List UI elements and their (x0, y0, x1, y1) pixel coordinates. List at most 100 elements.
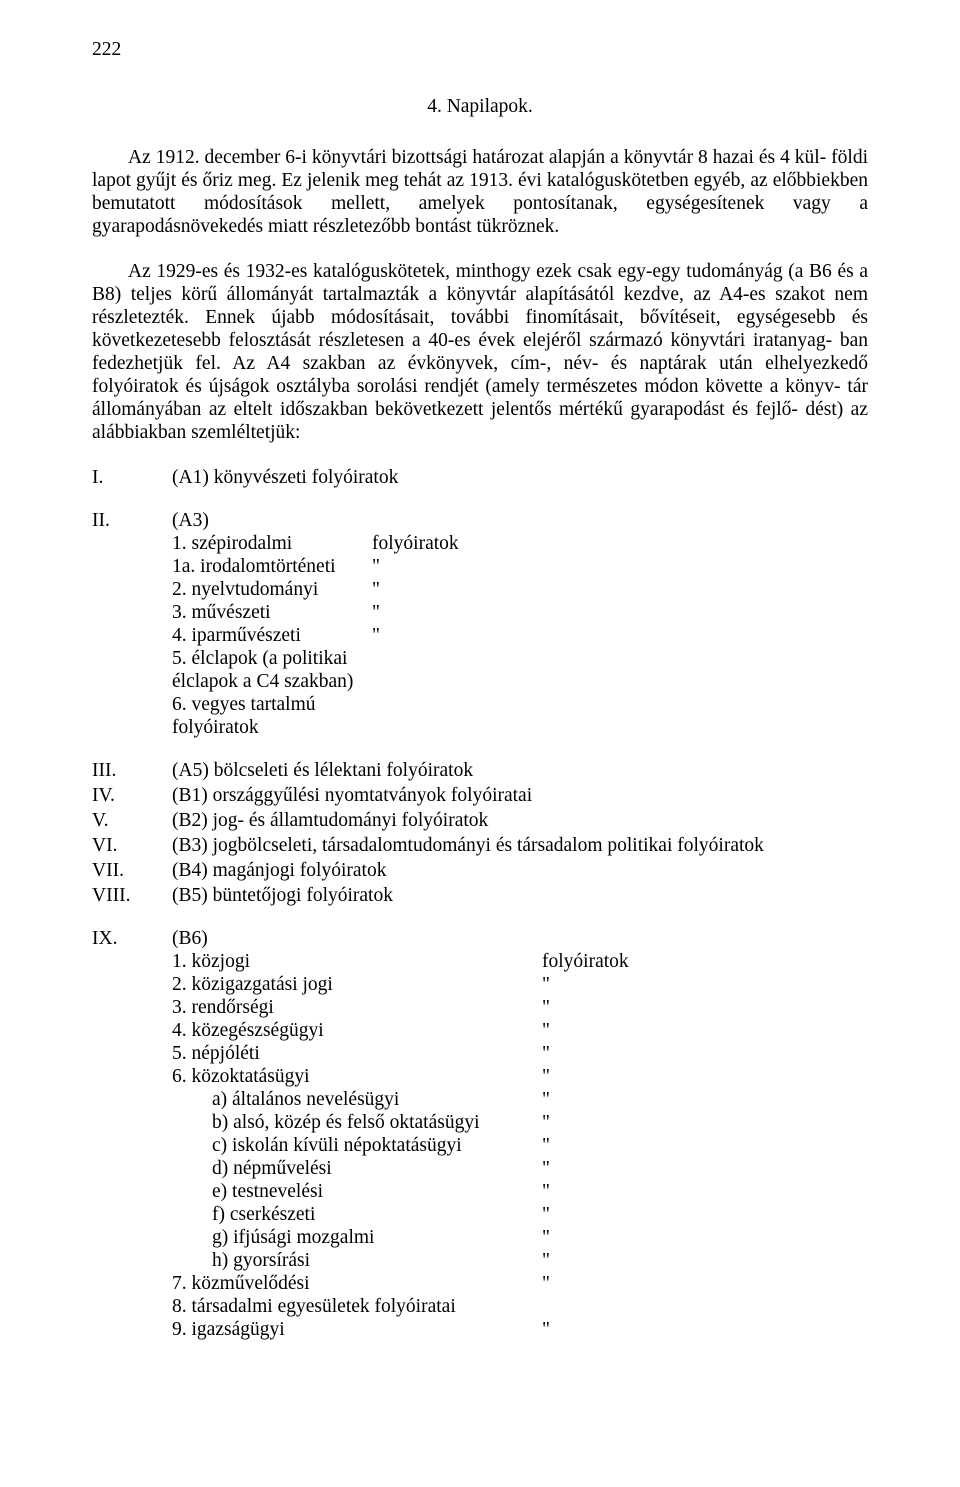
outline-row: III. (A5) bölcseleti és lélektani folyói… (92, 759, 868, 782)
list-item: c) iskolán kívüli népoktatásügyi" (172, 1134, 868, 1157)
list-item-label: d) népművelési (212, 1157, 542, 1180)
ditto-mark: " (542, 1203, 550, 1226)
list-item: b) alsó, közép és felső oktatásügyi" (172, 1111, 868, 1134)
ditto-mark: " (542, 1088, 550, 1111)
roman-numeral: II. (92, 509, 172, 739)
list-item: 5. népjóléti" (172, 1042, 868, 1065)
ditto-mark: " (542, 1318, 550, 1341)
roman-numeral: IX. (92, 927, 172, 1341)
outline-row: VII. (B4) magánjogi folyóiratok (92, 859, 868, 882)
roman-numeral: VI. (92, 834, 172, 857)
list-item-label: 1. közjogi (172, 950, 542, 973)
ditto-mark: " (542, 1272, 550, 1295)
list-item: 8. társadalmi egyesületek folyóiratai (172, 1295, 868, 1318)
list-item-label: 3. művészeti (172, 601, 372, 624)
list-item-label: 4. iparművészeti (172, 624, 372, 647)
ditto-mark: " (542, 996, 550, 1019)
list-item: f) cserkészeti" (172, 1203, 868, 1226)
list-item: 3. rendőrségi" (172, 996, 868, 1019)
outline-text: (B4) magánjogi folyóiratok (172, 859, 868, 882)
ditto-mark: folyóiratok (542, 950, 629, 973)
list-item-label: g) ifjúsági mozgalmi (212, 1226, 542, 1249)
paragraph-1: Az 1912. december 6-i könyvtári bizottsá… (92, 146, 868, 238)
roman-numeral: III. (92, 759, 172, 782)
ditto-mark: " (542, 1180, 550, 1203)
outline-text: (A1) könyvészeti folyóiratok (172, 466, 868, 489)
list-item-label: 6. vegyes tartalmú folyóiratok (172, 693, 372, 739)
list-item: 2. nyelvtudományi" (172, 578, 868, 601)
roman-numeral: VIII. (92, 884, 172, 907)
outline-head: (A3) (172, 509, 868, 532)
ditto-mark: " (542, 1042, 550, 1065)
ditto-mark: " (542, 1249, 550, 1272)
list-item-label: e) testnevelési (212, 1180, 542, 1203)
list-item: g) ifjúsági mozgalmi" (172, 1226, 868, 1249)
outline-row: V. (B2) jog- és államtudományi folyóirat… (92, 809, 868, 832)
ditto-mark: " (372, 555, 380, 578)
outline-row: IX. (B6) 1. közjogifolyóiratok2. közigaz… (92, 927, 868, 1341)
roman-numeral: IV. (92, 784, 172, 807)
outline-text: (B2) jog- és államtudományi folyóiratok (172, 809, 868, 832)
outline-row: I. (A1) könyvészeti folyóiratok (92, 466, 868, 489)
outline-row: IV. (B1) országgyűlési nyomtatványok fol… (92, 784, 868, 807)
list-item-label: 3. rendőrségi (172, 996, 542, 1019)
outline-text: (B3) jogbölcseleti, társadalomtudományi … (172, 834, 868, 857)
list-item-label: f) cserkészeti (212, 1203, 542, 1226)
outline-text: (A5) bölcseleti és lélektani folyóiratok (172, 759, 868, 782)
list-item-label: 1a. irodalomtörténeti (172, 555, 372, 578)
list-item-label: 6. közoktatásügyi (172, 1065, 542, 1088)
outline-head: (B6) (172, 927, 868, 950)
outline-text: (B1) országgyűlési nyomtatványok folyóir… (172, 784, 868, 807)
roman-numeral: V. (92, 809, 172, 832)
ditto-mark: " (372, 624, 380, 647)
outline-row: VI. (B3) jogbölcseleti, társadalomtudomá… (92, 834, 868, 857)
ditto-mark: " (542, 1019, 550, 1042)
ditto-mark: " (542, 1134, 550, 1157)
list-item-label: 2. közigazgatási jogi (172, 973, 542, 996)
outline-list: I. (A1) könyvészeti folyóiratok II. (A3)… (92, 466, 868, 1341)
list-item-label: 4. közegészségügyi (172, 1019, 542, 1042)
list-item: 4. közegészségügyi" (172, 1019, 868, 1042)
ditto-mark: " (372, 578, 380, 601)
list-item-label: 7. közművelődési (172, 1272, 542, 1295)
ditto-mark: " (542, 973, 550, 996)
outline-row: VIII. (B5) büntetőjogi folyóiratok (92, 884, 868, 907)
section-heading: 4. Napilapok. (92, 95, 868, 118)
list-item-label: c) iskolán kívüli népoktatásügyi (212, 1134, 542, 1157)
list-item-label: 2. nyelvtudományi (172, 578, 372, 601)
ditto-mark: " (542, 1226, 550, 1249)
list-item: 9. igazságügyi" (172, 1318, 868, 1341)
list-item: 1. közjogifolyóiratok (172, 950, 868, 973)
list-item: 4. iparművészeti" (172, 624, 868, 647)
outline-row: II. (A3) 1. szépirodalmifolyóiratok1a. i… (92, 509, 868, 739)
outline-text: (B5) büntetőjogi folyóiratok (172, 884, 868, 907)
list-item-label: 1. szépirodalmi (172, 532, 372, 555)
list-item: a) általános nevelésügyi" (172, 1088, 868, 1111)
list-item: 6. vegyes tartalmú folyóiratok (172, 693, 868, 739)
list-item: h) gyorsírási" (172, 1249, 868, 1272)
ditto-mark: " (542, 1065, 550, 1088)
list-item-label: 5. népjóléti (172, 1042, 542, 1065)
ditto-mark: folyóiratok (372, 532, 459, 555)
list-item: 1. szépirodalmifolyóiratok (172, 532, 868, 555)
roman-numeral: VII. (92, 859, 172, 882)
list-item-label: 8. társadalmi egyesületek folyóiratai (172, 1295, 542, 1318)
ditto-mark: " (372, 601, 380, 624)
list-item-label: h) gyorsírási (212, 1249, 542, 1272)
list-item-label: 5. élclapok (a politikai élclapok a C4 s… (172, 647, 372, 693)
ditto-mark: " (542, 1157, 550, 1180)
list-item: 2. közigazgatási jogi" (172, 973, 868, 996)
list-item: e) testnevelési" (172, 1180, 868, 1203)
roman-numeral: I. (92, 466, 172, 489)
list-item: 1a. irodalomtörténeti" (172, 555, 868, 578)
list-item-label: b) alsó, közép és felső oktatásügyi (212, 1111, 542, 1134)
list-item: 7. közművelődési" (172, 1272, 868, 1295)
document-page: 222 4. Napilapok. Az 1912. december 6-i … (0, 0, 960, 1393)
ditto-mark: " (542, 1111, 550, 1134)
list-item: 5. élclapok (a politikai élclapok a C4 s… (172, 647, 868, 693)
paragraph-2: Az 1929-es és 1932-es katalóguskötetek, … (92, 260, 868, 444)
list-item: d) népművelési" (172, 1157, 868, 1180)
list-item-label: a) általános nevelésügyi (212, 1088, 542, 1111)
list-item: 6. közoktatásügyi" (172, 1065, 868, 1088)
list-item-label: 9. igazságügyi (172, 1318, 542, 1341)
